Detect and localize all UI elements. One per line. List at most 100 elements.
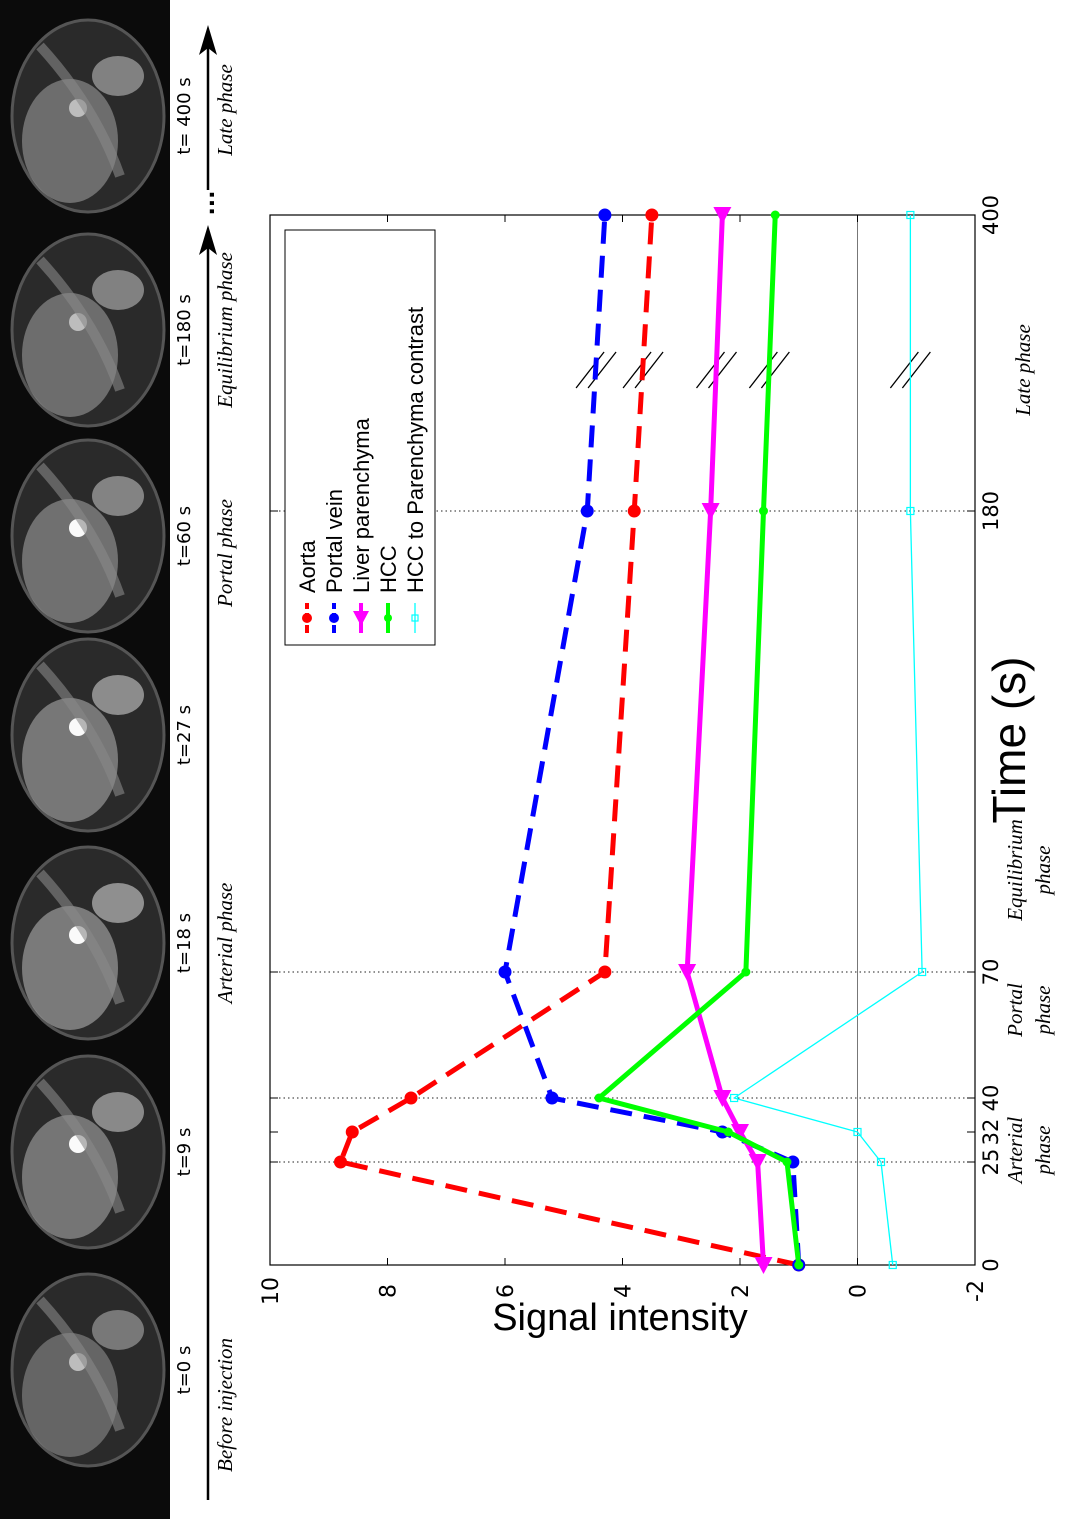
x-tick-label: 0 [979,1258,1003,1271]
break-mark [748,351,778,389]
frame-time-label: t=180 s [174,294,195,366]
x-tick-label: 180 [979,491,1003,531]
frame-time-label: t=60 s [174,506,195,566]
phase-annotation: phase [1031,1126,1055,1177]
timeline-late-arrow-head [199,25,217,55]
mri-frame [10,1272,166,1468]
y-tick-label: 10 [259,1277,284,1305]
data-point [741,967,751,977]
break-mark [760,351,790,389]
break-mark [634,351,664,389]
phase-annotation: phase [1031,846,1055,897]
data-point [498,965,512,979]
timeline-ellipsis: ... [195,190,220,215]
data-point [759,506,768,516]
series-group [334,207,927,1274]
mri-bowel [36,462,125,598]
legend-label: Portal vein [322,489,347,593]
mri-strip [0,0,170,1519]
legend-marker [353,611,369,626]
mri-kidney [92,476,144,516]
y-tick-label: 8 [377,1284,402,1298]
phase-annotation: Portal [1003,983,1027,1038]
data-point [748,1154,767,1171]
phase-annotation: Equilibrium [1003,819,1027,922]
mri-frame [10,637,166,833]
legend-entry: HCC to Parenchyma contrast [403,307,428,633]
legend-marker [302,613,312,623]
data-point [678,964,697,981]
mri-frame [10,845,166,1041]
timeline-arrow-head [199,225,217,255]
break-mark [575,351,605,389]
x-tick-label: 32 [979,1119,1003,1146]
legend-label: HCC to Parenchyma contrast [403,307,428,593]
x-tick-label: 25 [979,1149,1003,1176]
series-hcc [594,210,804,1270]
y-tick-label: 0 [847,1284,872,1298]
mri-kidney [92,1310,144,1350]
data-point [404,1091,418,1105]
data-point [713,207,732,224]
series-line [733,215,923,1266]
mri-bowel [36,1296,125,1432]
series-line [684,214,766,1266]
data-point [545,1091,559,1105]
y-tick-label: -2 [964,1280,989,1302]
mri-kidney [92,883,144,923]
data-point [731,1124,749,1141]
break-mark [889,351,919,389]
break-mark [901,351,931,389]
mri-kidney [92,675,144,715]
data-point [713,1090,732,1107]
timeline-phase-label: Arterial phase [213,883,237,1006]
legend-entry: Liver parenchyma [349,417,374,633]
data-point [754,1257,773,1274]
timeline-phase-label: Before injection [213,1338,237,1472]
legend-label: Aorta [295,540,320,593]
legend-entry: Aorta [295,540,320,633]
break-mark [587,351,617,389]
legend-entry: HCC [376,545,401,633]
data-point [627,504,641,518]
frame-time-label: t=9 s [174,1128,195,1177]
x-tick-label: 400 [979,195,1003,235]
mri-frame [10,232,166,428]
legend-marker [384,614,392,622]
timeline: t=0 s t=9 s t=18 s t=27 s t=60 s t=180 s t= 40… [174,25,237,1500]
frame-time-label: t=18 s [174,913,195,973]
y-axis-label: Signal intensity [492,1297,748,1339]
data-point [594,1093,604,1103]
data-point [345,1125,359,1139]
data-point [598,965,612,979]
mri-frame [10,18,166,214]
timeline-phase-label: Equilibrium phase [213,252,237,409]
x-axis-label: Time (s) [983,657,1035,824]
break-mark [695,351,726,389]
mri-bowel [36,256,125,392]
break-mark [622,351,652,389]
phase-annotation: Arterial [1003,1117,1027,1186]
mri-kidney [92,1092,144,1132]
mri-bowel [36,42,125,178]
mri-frame [10,1054,166,1250]
y-tick-label: 2 [729,1284,754,1298]
frame-time-label: t=27 s [174,705,195,765]
data-point [645,208,659,222]
break-mark [707,351,738,389]
mri-frame [10,438,166,634]
data-point [334,1155,347,1169]
data-point [782,1157,792,1167]
legend: Aorta Portal vein Liver parenchyma HCC HCC t… [284,229,436,646]
mri-kidney [92,56,144,96]
data-point [598,208,612,222]
legend-box [284,229,436,646]
y-axis-ticks: -2 0 2 4 6 8 10 [259,215,989,1305]
data-point [770,210,780,220]
x-tick-label: 70 [979,959,1003,986]
mri-kidney [92,270,144,310]
legend-entry: Portal vein [322,489,347,633]
x-tick-label: 40 [979,1085,1003,1112]
